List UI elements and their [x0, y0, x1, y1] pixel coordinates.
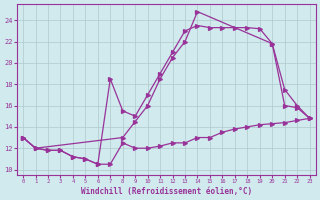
X-axis label: Windchill (Refroidissement éolien,°C): Windchill (Refroidissement éolien,°C) [81, 187, 252, 196]
